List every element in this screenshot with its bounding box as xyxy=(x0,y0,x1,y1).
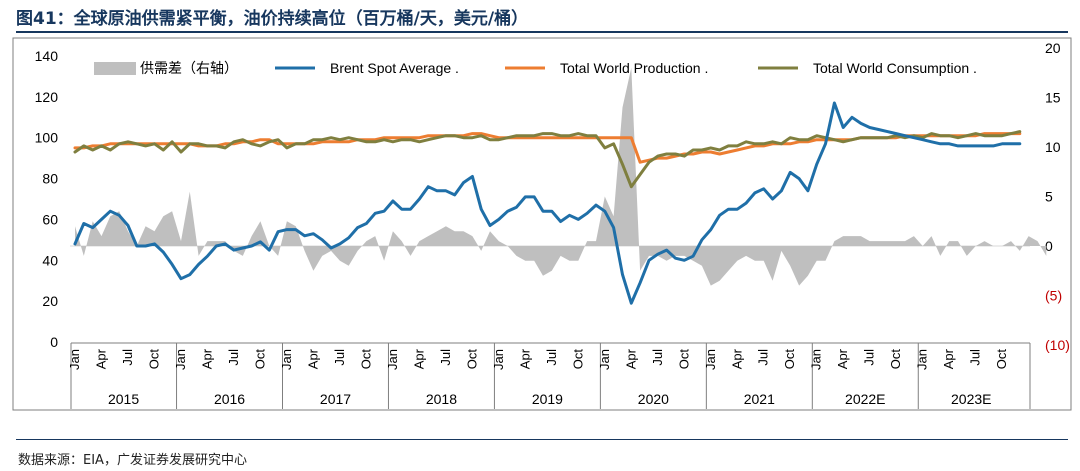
month-tick: Jul xyxy=(650,349,665,366)
right-axis-tick: 5 xyxy=(1045,189,1053,205)
month-tick: Oct xyxy=(358,349,373,370)
month-tick: Oct xyxy=(252,349,267,370)
month-tick: Oct xyxy=(676,349,691,370)
chart-canvas: 0 20 40 60 80 100 120 140 (10) (5) 0 5 10 15 20 2015 Ja… xyxy=(12,37,1072,411)
month-tick: Jan xyxy=(597,349,612,370)
left-axis-tick: 60 xyxy=(42,211,58,227)
year-label: 2017 xyxy=(320,391,351,407)
month-tick: Jul xyxy=(120,349,135,366)
x-axis: 2015 Jan Apr Jul Oct 2016 Jan Apr Jul Oct 2017 Jan A… xyxy=(67,342,1031,409)
year-label: 2022E xyxy=(845,391,885,407)
legend-production-label: Total World Production . xyxy=(560,60,708,76)
month-tick: Jul xyxy=(226,349,241,366)
legend: 供需差（右轴） Brent Spot Average . Total World P… xyxy=(94,60,977,76)
plot-frame xyxy=(12,37,1072,411)
year-label: 2016 xyxy=(214,391,245,407)
left-axis-tick: 20 xyxy=(42,293,58,309)
month-tick: Jan xyxy=(915,349,930,370)
month-tick: Oct xyxy=(782,349,797,370)
month-tick: Oct xyxy=(147,349,162,370)
year-label: 2023E xyxy=(951,391,991,407)
right-axis-tick: (10) xyxy=(1045,337,1070,353)
left-axis-tick: 120 xyxy=(35,89,59,105)
month-tick: Apr xyxy=(941,348,956,369)
left-axis-tick: 80 xyxy=(42,171,58,187)
title-bar: 图41：全球原油供需紧平衡，油价持续高位（百万桶/天，美元/桶） xyxy=(0,0,1080,36)
month-tick: Jan xyxy=(491,349,506,370)
gap-area-series xyxy=(75,67,1047,286)
month-tick: Apr xyxy=(199,348,214,369)
left-axis-tick: 40 xyxy=(42,252,58,268)
title-rule xyxy=(16,31,1068,33)
month-tick: Apr xyxy=(623,348,638,369)
month-tick: Jul xyxy=(438,349,453,366)
right-axis-tick: (5) xyxy=(1045,288,1062,304)
figure-title: 图41：全球原油供需紧平衡，油价持续高位（百万桶/天，美元/桶） xyxy=(16,9,529,29)
left-axis-tick: 140 xyxy=(35,48,59,64)
year-label: 2018 xyxy=(426,391,457,407)
month-tick: Jan xyxy=(385,349,400,370)
brent-line xyxy=(73,101,1022,305)
legend-gap-label: 供需差（右轴） xyxy=(140,60,238,76)
source-note: 数据来源：EIA，广发证券发展研究中心 xyxy=(18,453,247,468)
year-label: 2019 xyxy=(532,391,563,407)
consumption-line xyxy=(73,130,1022,189)
month-tick: Apr xyxy=(94,348,109,369)
year-label: 2021 xyxy=(744,391,775,407)
legend-consumption-label: Total World Consumption . xyxy=(813,60,977,76)
month-tick: Jul xyxy=(756,349,771,366)
month-tick: Jan xyxy=(67,349,82,370)
month-tick: Apr xyxy=(517,348,532,369)
left-axis-tick: 0 xyxy=(50,334,58,350)
month-tick: Oct xyxy=(994,349,1009,370)
supply-demand-gap-area xyxy=(75,67,1047,286)
month-tick: Jan xyxy=(173,349,188,370)
month-tick: Apr xyxy=(835,348,850,369)
right-axis-tick: 15 xyxy=(1045,90,1061,106)
month-tick: Oct xyxy=(888,349,903,370)
month-tick: Oct xyxy=(570,349,585,370)
month-tick: Jul xyxy=(968,349,983,366)
legend-brent-label: Brent Spot Average . xyxy=(330,60,459,76)
month-tick: Apr xyxy=(411,348,426,369)
right-axis-tick: 0 xyxy=(1045,238,1053,254)
month-tick: Jul xyxy=(332,349,347,366)
legend-gap-swatch xyxy=(94,62,136,75)
series-lines xyxy=(73,101,1022,305)
month-tick: Jan xyxy=(703,349,718,370)
year-label: 2020 xyxy=(638,391,669,407)
month-tick: Jan xyxy=(809,349,824,370)
month-tick: Jul xyxy=(544,349,559,366)
right-axis-tick: 10 xyxy=(1045,139,1061,155)
month-tick: Jul xyxy=(862,349,877,366)
source-rule xyxy=(16,439,1068,440)
left-axis-tick: 100 xyxy=(35,130,59,146)
month-tick: Jan xyxy=(279,349,294,370)
right-axis-tick: 20 xyxy=(1045,40,1061,56)
year-label: 2015 xyxy=(108,391,139,407)
month-tick: Apr xyxy=(729,348,744,369)
month-tick: Apr xyxy=(305,348,320,369)
month-tick: Oct xyxy=(464,349,479,370)
